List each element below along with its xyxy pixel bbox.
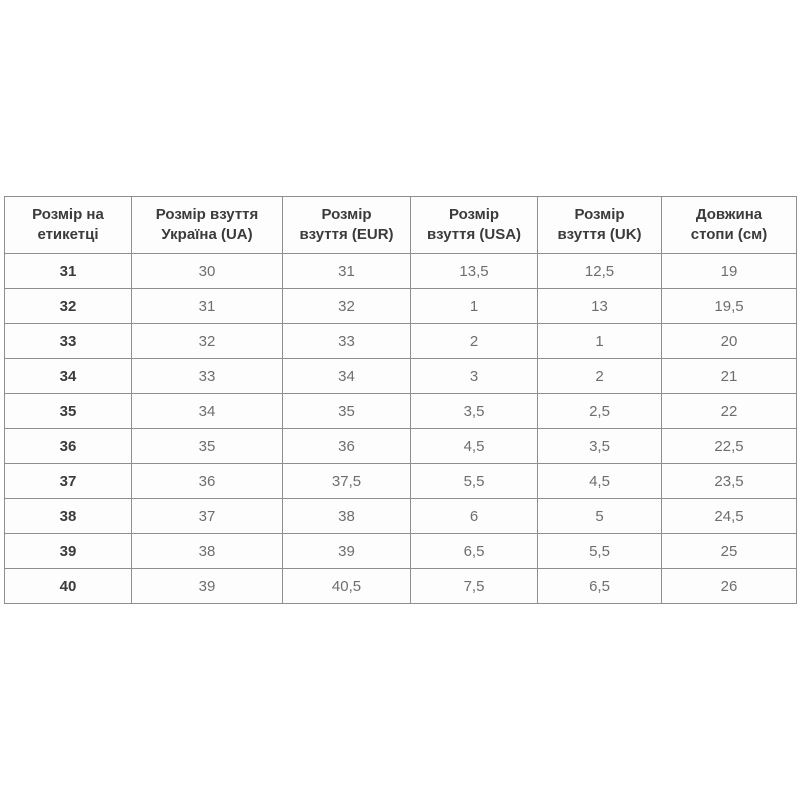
header-cell: Розмір взуття (UK) xyxy=(537,196,662,254)
table-cell: 22,5 xyxy=(661,428,797,464)
label-cell: 39 xyxy=(4,533,132,569)
label-cell: 32 xyxy=(4,288,132,324)
table-cell: 39 xyxy=(131,568,283,604)
table-row: 39 38 39 6,5 5,5 25 xyxy=(4,533,797,569)
table-row: 37 36 37,5 5,5 4,5 23,5 xyxy=(4,463,797,499)
table-cell: 38 xyxy=(282,498,411,534)
header-cell: Розмір на етикетці xyxy=(4,196,132,254)
table-row: 32 31 32 1 13 19,5 xyxy=(4,288,797,324)
table-row: 38 37 38 6 5 24,5 xyxy=(4,498,797,534)
table-cell: 31 xyxy=(131,288,283,324)
table-body: 31 30 31 13,5 12,5 19 32 31 32 1 13 19,5 33 32 33 2 1 20 3… xyxy=(4,253,797,604)
table-cell: 2 xyxy=(537,358,662,394)
table-cell: 12,5 xyxy=(537,253,662,289)
table-cell: 32 xyxy=(282,288,411,324)
table-cell: 2,5 xyxy=(537,393,662,429)
label-cell: 35 xyxy=(4,393,132,429)
table-row: 33 32 33 2 1 20 xyxy=(4,323,797,359)
table-row: 40 39 40,5 7,5 6,5 26 xyxy=(4,568,797,604)
shoe-size-conversion-table: Розмір на етикетці Розмір взуття Україна … xyxy=(4,196,797,604)
table-cell: 6 xyxy=(410,498,538,534)
table-cell: 3,5 xyxy=(537,428,662,464)
header-row: Розмір на етикетці Розмір взуття Україна … xyxy=(4,196,797,254)
label-cell: 36 xyxy=(4,428,132,464)
table-cell: 32 xyxy=(131,323,283,359)
table-cell: 5 xyxy=(537,498,662,534)
table-cell: 38 xyxy=(131,533,283,569)
table-cell: 19 xyxy=(661,253,797,289)
table-row: 35 34 35 3,5 2,5 22 xyxy=(4,393,797,429)
table-cell: 36 xyxy=(131,463,283,499)
label-cell: 37 xyxy=(4,463,132,499)
table-cell: 2 xyxy=(410,323,538,359)
table-cell: 33 xyxy=(282,323,411,359)
table-cell: 7,5 xyxy=(410,568,538,604)
table-cell: 21 xyxy=(661,358,797,394)
table-cell: 40,5 xyxy=(282,568,411,604)
table-cell: 33 xyxy=(131,358,283,394)
size-chart: Розмір на етикетці Розмір взуття Україна … xyxy=(4,196,797,604)
table-cell: 3,5 xyxy=(410,393,538,429)
label-cell: 38 xyxy=(4,498,132,534)
table-cell: 6,5 xyxy=(537,568,662,604)
table-cell: 19,5 xyxy=(661,288,797,324)
label-cell: 31 xyxy=(4,253,132,289)
header-cell: Довжина стопи (см) xyxy=(661,196,797,254)
label-cell: 33 xyxy=(4,323,132,359)
table-cell: 13 xyxy=(537,288,662,324)
table-cell: 1 xyxy=(410,288,538,324)
table-cell: 31 xyxy=(282,253,411,289)
table-cell: 20 xyxy=(661,323,797,359)
table-cell: 37 xyxy=(131,498,283,534)
table-cell: 37,5 xyxy=(282,463,411,499)
table-cell: 23,5 xyxy=(661,463,797,499)
table-cell: 35 xyxy=(282,393,411,429)
table-row: 36 35 36 4,5 3,5 22,5 xyxy=(4,428,797,464)
table-cell: 39 xyxy=(282,533,411,569)
table-cell: 36 xyxy=(282,428,411,464)
table-cell: 4,5 xyxy=(410,428,538,464)
table-cell: 25 xyxy=(661,533,797,569)
table-cell: 6,5 xyxy=(410,533,538,569)
header-cell: Розмір взуття Україна (UA) xyxy=(131,196,283,254)
table-row: 34 33 34 3 2 21 xyxy=(4,358,797,394)
table-cell: 35 xyxy=(131,428,283,464)
table-cell: 34 xyxy=(282,358,411,394)
header-cell: Розмір взуття (EUR) xyxy=(282,196,411,254)
table-cell: 5,5 xyxy=(537,533,662,569)
table-cell: 5,5 xyxy=(410,463,538,499)
table-cell: 26 xyxy=(661,568,797,604)
label-cell: 34 xyxy=(4,358,132,394)
table-cell: 24,5 xyxy=(661,498,797,534)
header-cell: Розмір взуття (USA) xyxy=(410,196,538,254)
table-cell: 4,5 xyxy=(537,463,662,499)
table-cell: 3 xyxy=(410,358,538,394)
table-cell: 22 xyxy=(661,393,797,429)
table-cell: 34 xyxy=(131,393,283,429)
table-cell: 1 xyxy=(537,323,662,359)
table-cell: 13,5 xyxy=(410,253,538,289)
table-row: 31 30 31 13,5 12,5 19 xyxy=(4,253,797,289)
table-cell: 30 xyxy=(131,253,283,289)
label-cell: 40 xyxy=(4,568,132,604)
table-header: Розмір на етикетці Розмір взуття Україна … xyxy=(4,196,797,254)
